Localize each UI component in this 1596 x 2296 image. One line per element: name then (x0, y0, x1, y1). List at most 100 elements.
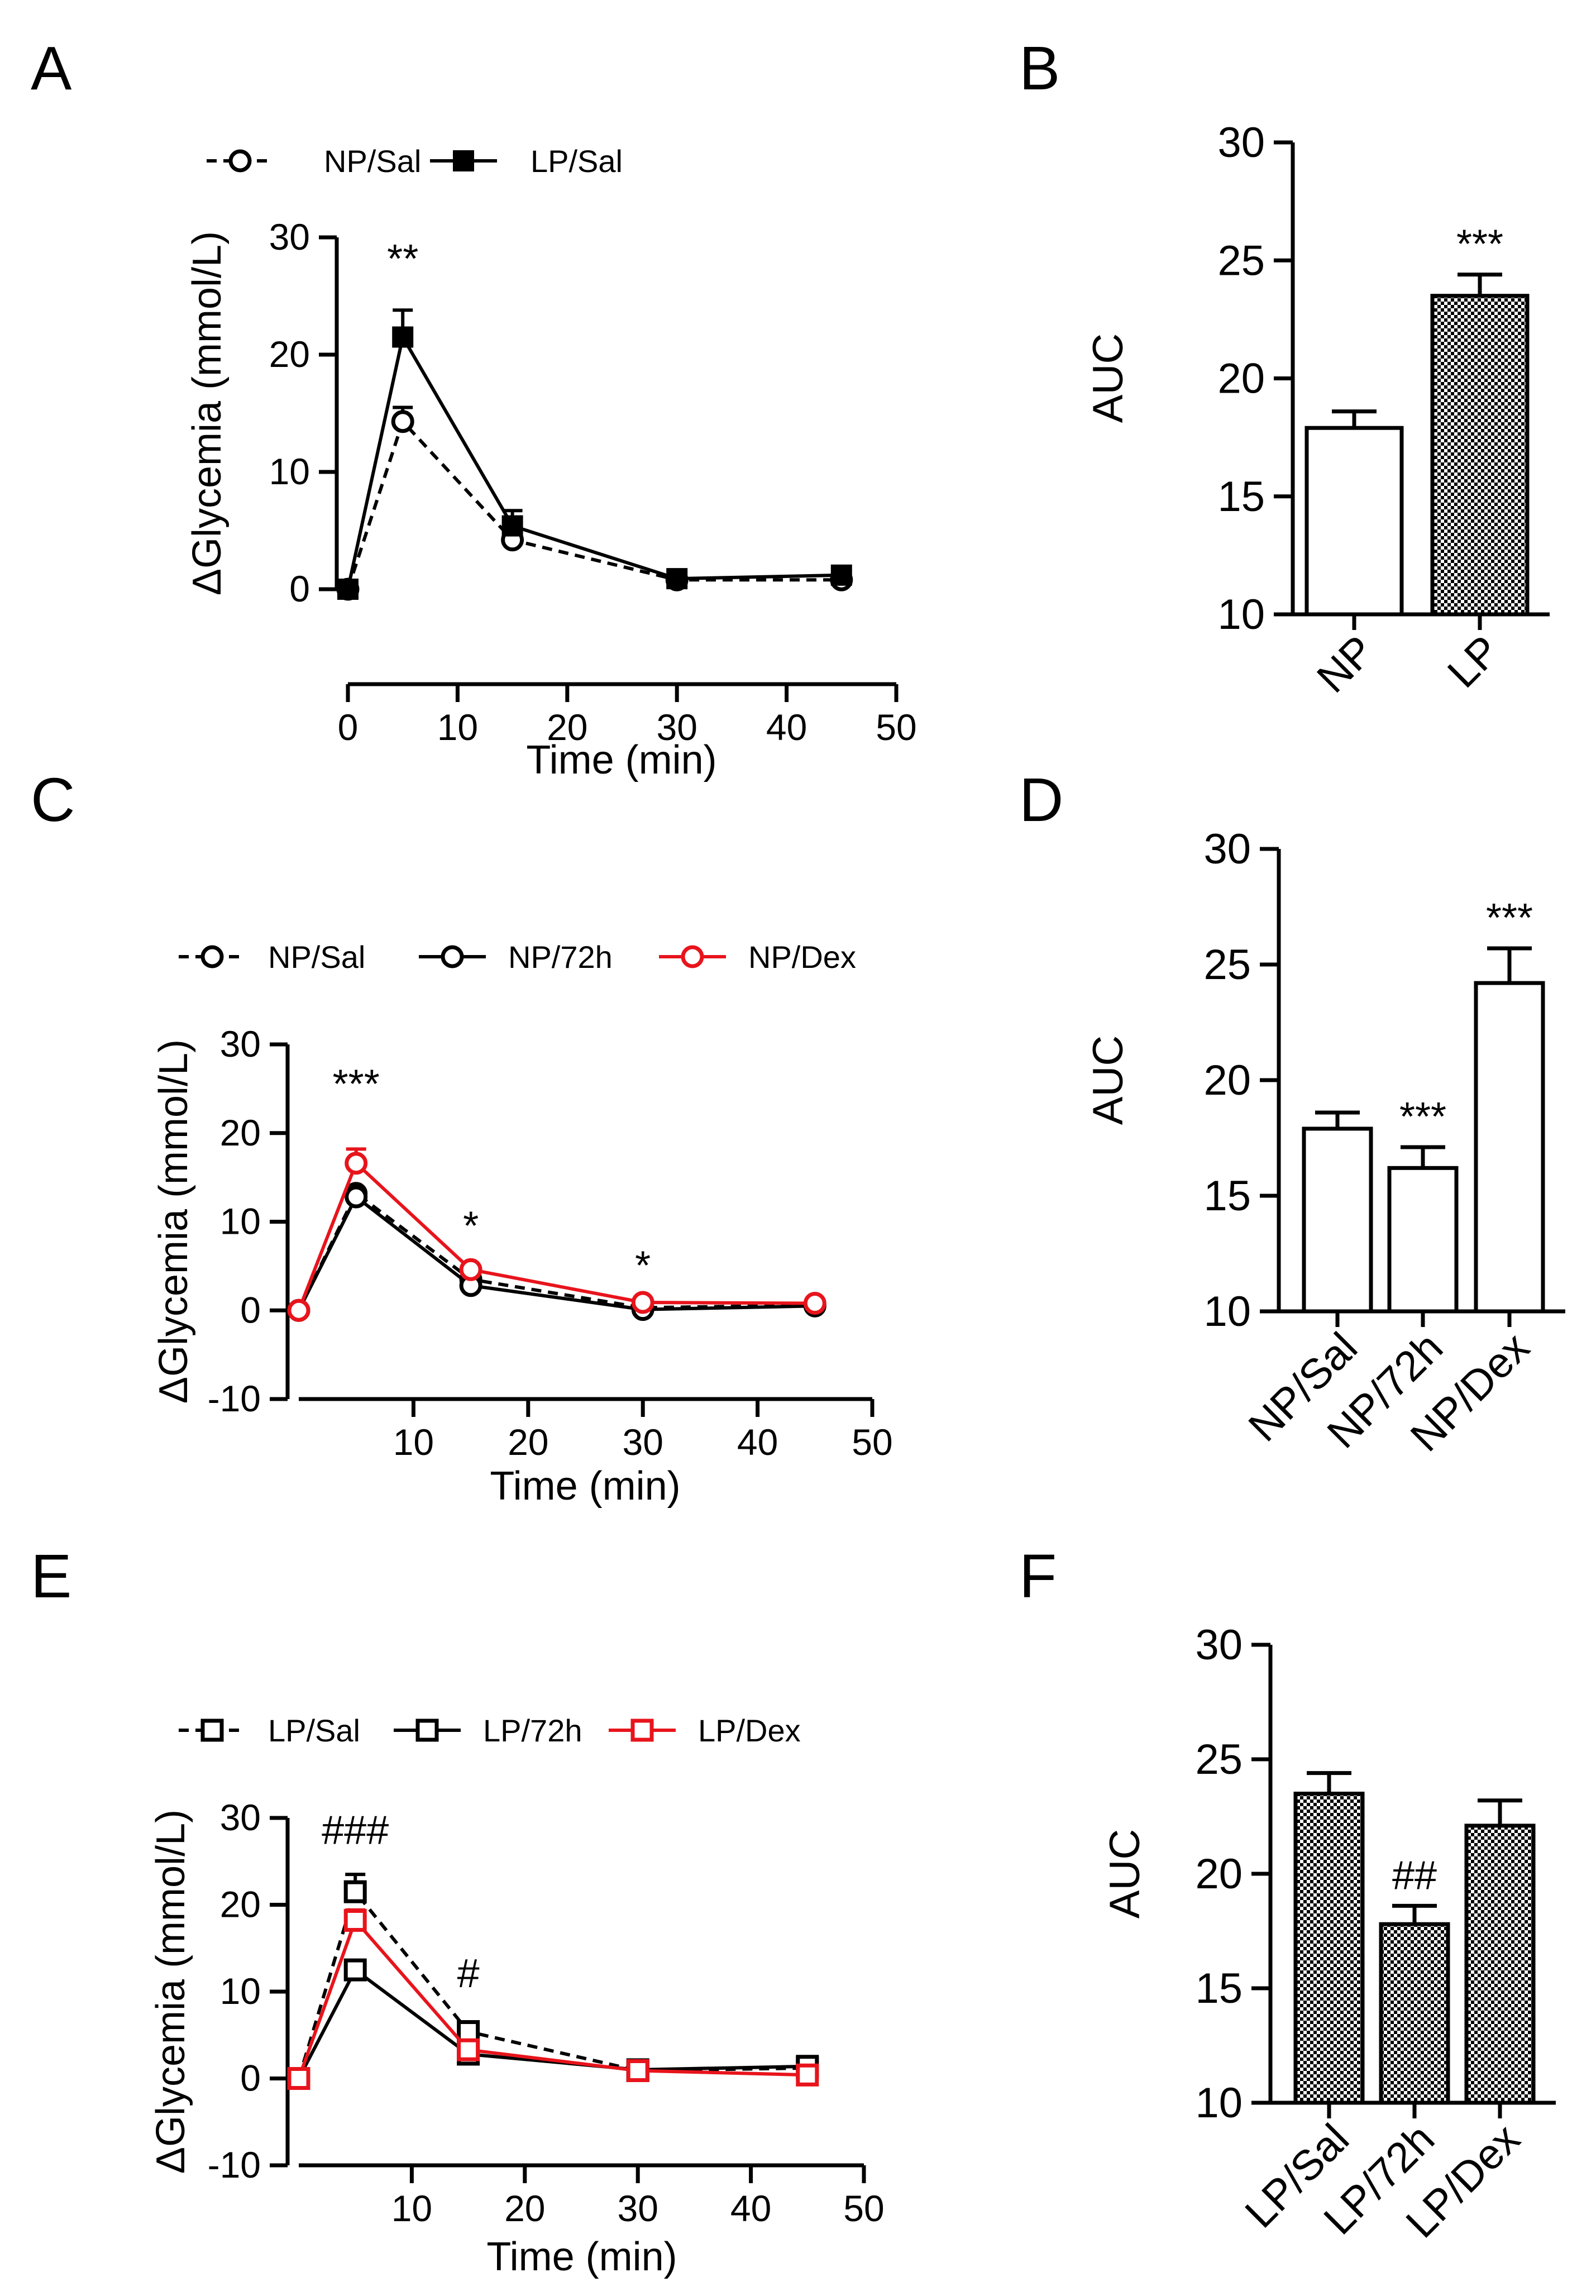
significance-marker: *** (1486, 896, 1533, 941)
panel-letter-a: A (31, 34, 72, 103)
bar-np (1304, 426, 1404, 617)
bar-lp-dex (1464, 1824, 1536, 2105)
legend-marker (453, 150, 474, 171)
data-point (287, 1299, 310, 1322)
data-point (830, 564, 852, 586)
y-tick-label: 30 (1203, 825, 1251, 873)
x-tick-label: 10 (393, 1421, 434, 1463)
legend-label: LP/72h (483, 1713, 582, 1748)
x-tick-label: 50 (843, 2188, 884, 2229)
data-point (343, 1880, 367, 1903)
bar-lp (1430, 294, 1530, 617)
y-axis-title: AUC (1101, 1829, 1149, 1918)
y-tick-label: 20 (220, 1112, 261, 1153)
series-line-lp-72h (297, 1967, 807, 2079)
y-tick-label: 30 (220, 1797, 261, 1838)
y-tick-label: 10 (269, 451, 310, 492)
panel-e: E -10 0 10 20 30 10 20 30 40 50 Time (min) ΔGlycemia… (31, 1542, 885, 2279)
data-point (626, 2059, 649, 2083)
significance-marker: * (463, 1204, 479, 1248)
data-point (796, 2063, 819, 2087)
bar-lp-sal (1293, 1792, 1365, 2105)
bar-lp-72h (1379, 1922, 1450, 2105)
legend-label: NP/Dex (748, 939, 856, 975)
x-tick-label: 20 (508, 1421, 548, 1463)
legend-marker (630, 1719, 654, 1742)
significance-marker: # (457, 1951, 480, 1996)
y-tick-label: -10 (208, 2144, 261, 2185)
y-tick-label: 10 (220, 1201, 261, 1242)
significance-marker: *** (1399, 1095, 1446, 1139)
data-point (631, 1291, 654, 1314)
bar-np-dex (1474, 981, 1545, 1314)
legend-label: NP/Sal (268, 939, 365, 975)
x-tick-label: 40 (766, 707, 807, 748)
x-tick-label: 10 (437, 707, 478, 748)
x-tick-label: 40 (737, 1421, 778, 1463)
y-tick-label: 15 (1203, 1172, 1251, 1220)
data-point (343, 1958, 367, 1982)
category-label: NP (1308, 627, 1383, 702)
panel-letter-f: F (1019, 1542, 1057, 1611)
data-point (345, 1152, 368, 1175)
x-axis-title: Time (min) (490, 1464, 680, 1509)
series-line-lp-sal (346, 332, 842, 590)
y-tick-label: 20 (269, 333, 310, 375)
legend-label: LP/Dex (698, 1713, 801, 1748)
legend-label: LP/Sal (531, 144, 623, 179)
series-line-lp-dex (297, 1917, 807, 2079)
panel-letter-b: B (1019, 34, 1060, 103)
x-tick-label: 30 (656, 707, 697, 748)
y-tick-label: -10 (208, 1378, 261, 1419)
y-tick-label: 10 (1217, 591, 1265, 638)
significance-marker: ## (1392, 1853, 1437, 1898)
significance-marker: ### (322, 1808, 389, 1853)
data-point (287, 2067, 310, 2090)
legend-marker (200, 945, 224, 968)
legend-marker (681, 945, 704, 968)
y-tick-label: 30 (220, 1023, 261, 1065)
data-point (345, 1185, 368, 1209)
legend-marker (415, 1719, 439, 1742)
y-tick-label: 10 (1195, 2079, 1243, 2127)
data-point (343, 1908, 367, 1932)
legend-label: NP/Sal (324, 144, 421, 179)
data-point (501, 515, 523, 537)
data-point (391, 410, 414, 433)
y-tick-label: 25 (1195, 1736, 1243, 1783)
y-tick-label: 30 (269, 216, 310, 257)
legend-label: LP/Sal (268, 1713, 360, 1748)
y-tick-label: 0 (240, 2058, 261, 2099)
y-tick-label: 30 (1217, 119, 1265, 166)
x-tick-label: 0 (338, 707, 359, 748)
bar-np-sal (1302, 1126, 1373, 1314)
legend-marker (228, 149, 252, 173)
y-axis-title: ΔGlycemia (mmol/L) (151, 1039, 196, 1404)
y-tick-label: 0 (289, 568, 310, 609)
x-tick-label: 20 (504, 2188, 545, 2229)
legend-marker (200, 1719, 224, 1742)
y-tick-label: 15 (1217, 473, 1265, 521)
y-axis-title: AUC (1084, 1035, 1132, 1125)
y-axis-title: ΔGlycemia (mmol/L) (185, 231, 230, 595)
y-tick-label: 20 (1195, 1850, 1243, 1898)
y-tick-label: 10 (220, 1970, 261, 2012)
panel-letter-d: D (1019, 766, 1063, 834)
y-tick-label: 0 (240, 1289, 261, 1330)
series-line-np-sal (346, 418, 842, 590)
panel-c: C -10 0 10 20 30 10 20 30 40 50 Time (min) ΔGlycemia… (31, 766, 893, 1509)
significance-marker: * (635, 1244, 651, 1288)
x-tick-label: 30 (617, 2188, 658, 2229)
data-point (392, 326, 414, 348)
y-tick-label: 10 (1203, 1288, 1251, 1335)
y-tick-label: 20 (1217, 355, 1265, 403)
panel-a: A 0 10 20 30 0 10 20 30 40 50 Time (min) ΔGlycemia (… (31, 34, 917, 782)
x-tick-label: 30 (622, 1421, 663, 1463)
x-tick-label: 50 (852, 1421, 892, 1463)
legend-label: NP/72h (508, 939, 613, 975)
data-point (337, 579, 359, 600)
x-axis-title: Time (min) (486, 2235, 677, 2279)
